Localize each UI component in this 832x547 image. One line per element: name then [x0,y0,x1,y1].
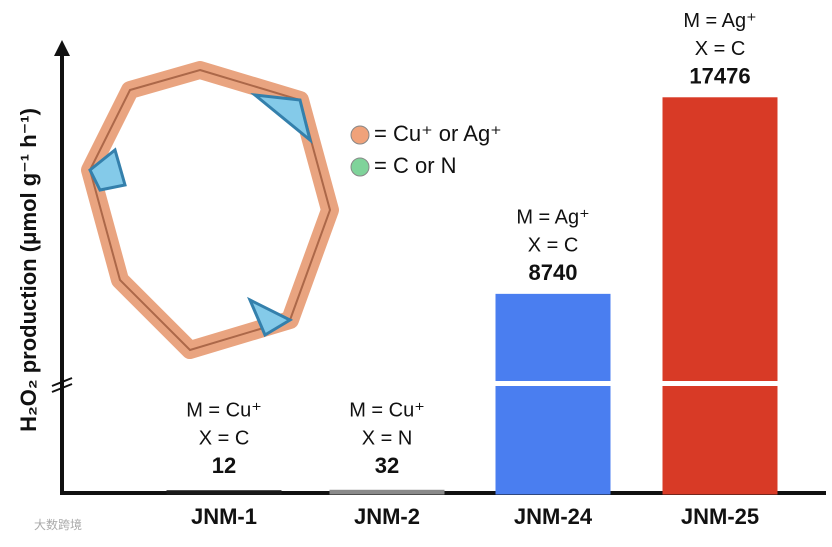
legend-marker [350,157,370,177]
bar [166,490,282,495]
legend-label: = Cu⁺ or Ag⁺ [374,121,502,146]
value-label: 12 [212,453,236,478]
annotation: X = C [528,235,579,257]
value-label: 17476 [689,64,750,89]
legend-marker [350,125,370,145]
x-tick-label: JNM-25 [681,504,759,529]
x-tick-label: JNM-2 [354,504,420,529]
y-axis-arrow [54,40,70,56]
bar [662,97,778,495]
x-tick-label: JNM-24 [514,504,593,529]
annotation: M = Ag⁺ [683,10,756,32]
axis-break-gap [495,381,611,386]
annotation: M = Cu⁺ [349,399,425,421]
watermark: 大数跨境 [34,517,82,532]
annotation: M = Ag⁺ [516,207,589,229]
annotation: X = C [695,38,746,60]
bar [495,293,611,495]
value-label: 32 [375,453,399,478]
axis-break-gap [662,381,778,386]
annotation: M = Cu⁺ [186,399,262,421]
axis-break [51,377,73,393]
y-axis-label: H₂O₂ production (μmol g⁻¹ h⁻¹) [16,108,41,432]
value-label: 8740 [529,260,578,285]
annotation: X = N [362,427,413,449]
bar [329,489,445,495]
x-tick-label: JNM-1 [191,504,257,529]
annotation: X = C [199,427,250,449]
legend-label: = C or N [374,153,457,178]
framework-illustration [81,61,339,359]
